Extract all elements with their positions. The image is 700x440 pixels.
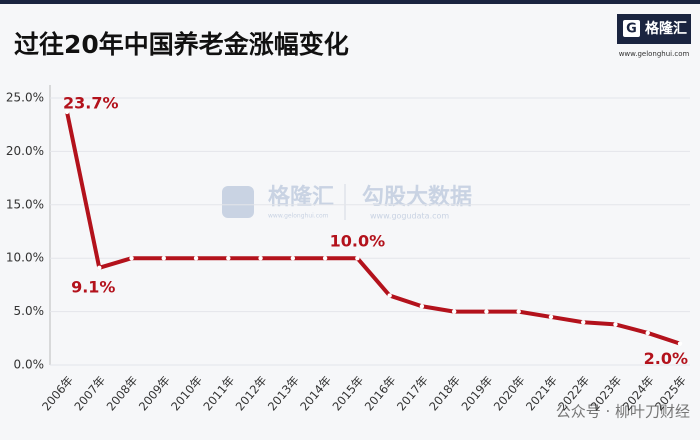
watermark-left: 格隆汇	[268, 184, 334, 210]
watermark-icon	[222, 186, 254, 218]
logo-icon	[623, 20, 640, 37]
logo-url: www.gelonghui.com	[619, 50, 690, 58]
point	[258, 256, 263, 261]
logo-name: 格隆汇	[645, 20, 687, 37]
point	[484, 309, 489, 314]
watermark-right: 勾股大数据	[362, 184, 472, 210]
y-tick-label: 5.0%	[14, 304, 45, 318]
point	[355, 256, 360, 261]
point	[322, 256, 328, 261]
point	[451, 309, 457, 314]
point	[193, 256, 199, 261]
point	[581, 320, 586, 325]
y-tick-label: 20.0%	[6, 144, 44, 158]
value-label: 23.7%	[63, 93, 119, 112]
value-label: 10.0%	[330, 232, 386, 251]
point	[613, 322, 618, 327]
y-tick-label: 25.0%	[6, 91, 44, 105]
point	[129, 256, 134, 261]
y-tick-label: 15.0%	[6, 197, 44, 211]
value-label: 2.0%	[644, 349, 688, 368]
logo-icon-letter: G	[626, 22, 637, 37]
point	[419, 304, 425, 309]
footer: 公众号 · 柳叶刀财经	[556, 403, 690, 421]
watermark-left-url: www.gelonghui.com	[268, 213, 329, 220]
y-tick-label: 10.0%	[6, 251, 44, 265]
point	[677, 341, 683, 346]
point	[387, 293, 392, 298]
point	[645, 330, 650, 336]
point	[97, 265, 102, 271]
y-tick-label: 0.0%	[14, 358, 45, 372]
point	[548, 314, 554, 320]
chart-title: 过往20年中国养老金涨幅变化	[14, 30, 349, 59]
point	[516, 309, 521, 314]
point	[64, 109, 70, 115]
point	[161, 256, 166, 261]
point	[226, 256, 231, 261]
top-bar	[0, 0, 700, 4]
value-label: 9.1%	[71, 277, 115, 296]
line	[65, 111, 681, 346]
watermark-right-url: www.gogudata.com	[370, 212, 449, 221]
point	[290, 256, 296, 261]
